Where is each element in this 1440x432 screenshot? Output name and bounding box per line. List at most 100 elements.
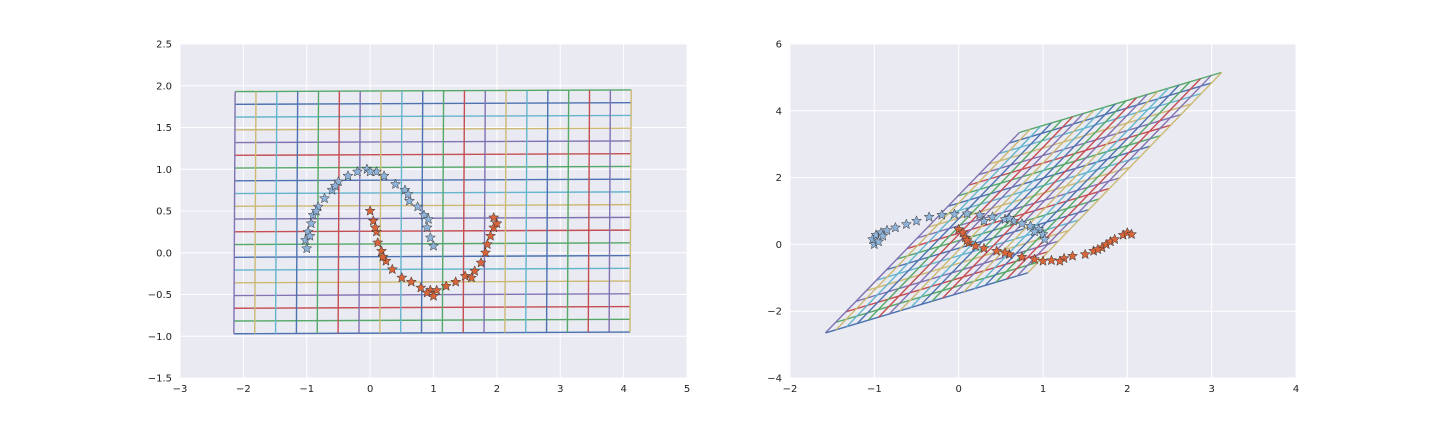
x-tick-label: −2 [236,384,251,395]
class-b-star-point [364,205,376,216]
class-a-star-point [403,195,415,206]
mesh-row-line [234,114,632,118]
mesh-column-line [420,90,424,333]
mesh-row-line [234,165,631,169]
x-tick-label: 3 [557,384,563,395]
mesh-column-line [295,91,299,334]
mesh-column-line [995,81,1191,283]
mesh-row-line [855,240,1059,302]
x-tick-label: 2 [494,384,500,395]
class-b-star-point [377,251,389,262]
mesh-column-line [274,91,278,334]
class-b-star-point [1125,228,1138,240]
class-a-star-point [974,209,986,220]
class-b-star-point [1054,255,1066,266]
class-b-star-point [450,276,462,287]
class-b-star-point [999,246,1011,258]
mesh-column-line [379,90,382,334]
mesh-row-line [234,140,631,144]
mesh-row-line [937,156,1141,218]
mesh-column-line [337,91,341,334]
class-a-star-point [342,170,354,181]
y-tick-label: 0.0 [156,248,172,259]
mesh-row-line [845,251,1049,313]
class-b-star-point [369,221,381,233]
y-tick-label: 0.5 [156,207,172,218]
y-tick-label: −0.5 [148,290,172,301]
mesh-column-line [525,90,528,333]
class-b-star-point [484,230,497,241]
class-a-star-point [1016,217,1028,229]
y-tick-label: 4 [776,106,782,117]
class-a-star-point [910,215,923,226]
class-a-star-point [305,217,317,229]
mesh-row-line [978,113,1182,176]
mesh-column-line [963,90,1159,293]
mesh-column-line [587,90,591,333]
mesh-column-line [942,97,1138,299]
x-tick-label: 0 [955,384,961,395]
mesh-column-line [878,116,1074,318]
class-b-star-point [431,284,443,296]
mesh-column-line [952,94,1148,296]
mesh-row-line [234,267,631,271]
mesh-column-line [462,90,466,333]
mesh-column-line [1006,78,1201,280]
y-tick-label: −2 [767,307,782,318]
mesh-row-line [234,254,631,258]
class-b-star-point [427,290,440,301]
y-tick-label: 2.5 [156,40,172,51]
class-b-star-point [396,271,408,283]
mesh-row-line [233,318,631,322]
class-b-star-point [491,217,503,229]
y-tick-label: 0 [776,240,782,251]
class-a-star-point [310,205,322,216]
class-a-star-point [936,209,948,220]
x-tick-label: 0 [367,384,373,395]
mesh-row-line [1008,82,1212,144]
class-a-star-point [422,213,435,225]
mesh-column-line [358,91,361,334]
mesh-row-line [947,145,1151,208]
mesh-column-line [856,122,1052,324]
class-b-star-point [969,240,982,251]
y-tick-label: 1.5 [156,123,172,134]
mesh-column-line [824,132,1020,334]
class-a-star-point [872,235,885,247]
y-tick-label: 2.0 [156,81,172,92]
mesh-row-line [233,305,631,309]
class-a-star-point [389,178,402,190]
mesh-row-line [886,208,1090,271]
mesh-row-line [825,272,1029,334]
mesh-column-line [835,128,1031,331]
class-a-star-point [900,218,912,230]
class-a-star-point [421,221,433,233]
left-panel: −3 −2 −1 0 1 2 3 4 5 −1.5 −1.0 −0.5 0.0 0.5 1.0 1.5 2.0 2… [148,40,690,396]
class-b-star-point [459,270,471,281]
mesh-column-line [984,84,1180,286]
x-tick-label: 5 [684,384,690,395]
mesh-row-line [234,229,631,233]
mesh-column-line [566,90,570,333]
class-b-star-point [367,215,379,226]
mesh-column-line [899,109,1095,312]
class-a-star-point [424,231,436,243]
y-tick-label: 6 [776,40,782,51]
class-b-star-point [469,265,481,276]
mesh-column-line [254,91,257,334]
x-tick-label: 3 [1208,384,1214,395]
mesh-column-line [910,106,1106,309]
mesh-row-line [234,178,631,182]
class-a-star-point [304,230,316,241]
x-tick-label: 2 [1124,384,1130,395]
class-b-star-point [1109,233,1121,245]
class-a-star-point [1039,233,1051,245]
class-b-star-point [1092,243,1104,255]
class-a-star-point [1024,220,1036,231]
mesh-row-line [927,166,1131,229]
mesh-row-line [876,219,1080,281]
mesh-row-line [234,203,631,207]
plot-area [233,89,632,335]
